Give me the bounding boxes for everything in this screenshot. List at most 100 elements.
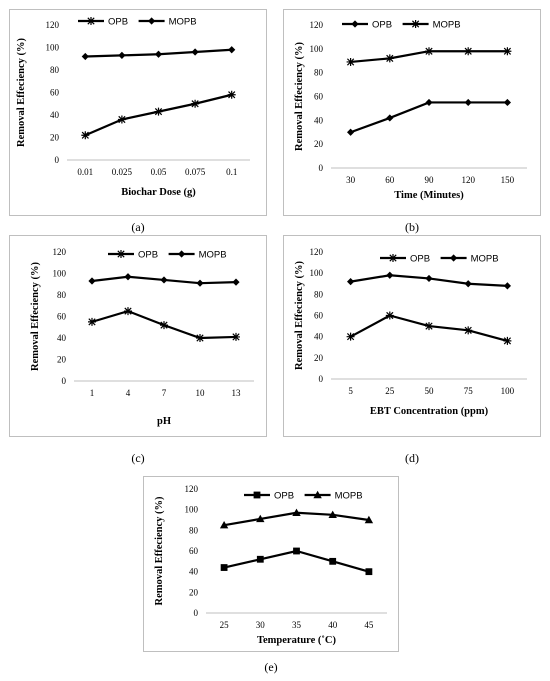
x-axis-label: Temperature (˚C) [257,635,337,646]
x-tick-label: 0.01 [77,167,93,177]
series-opb [347,98,511,136]
y-tick-label: 120 [310,20,324,30]
series-opb [346,311,512,345]
legend: OPB MOPB [342,20,461,31]
y-tick-label: 80 [314,68,324,78]
chart-e: 0 20 40 60 80 100 120 25 30 35 40 45 Temperature (˚C… [154,484,387,646]
legend-marker-mopb [450,254,458,262]
legend-marker-opb [253,491,261,499]
legend-label-mopb: MOPB [335,491,363,502]
data-point-mopb [464,280,472,288]
x-tick-label: 45 [364,620,374,630]
y-tick-label: 0 [55,155,60,165]
y-tick-label: 60 [189,546,199,556]
data-point-mopb [425,47,433,56]
data-point-mopb [219,520,229,529]
chart-panel-a: 0 20 40 60 80 100 120 0.01 0.025 0.05 0.075 0.1 Bioc… [9,9,267,216]
legend-label-mopb: MOPB [199,250,227,261]
y-tick-label: 100 [185,505,199,515]
y-tick-label: 120 [46,20,60,30]
y-axis-label: Removal Effeciency (%) [294,260,305,370]
x-tick-label: 90 [425,175,435,185]
x-tick-label: 0.05 [151,167,167,177]
legend-label-opb: OPB [410,254,430,265]
data-point-mopb [196,279,204,287]
x-tick-label: 150 [501,175,515,185]
data-point-mopb [81,52,89,61]
y-tick-label: 60 [314,92,324,102]
legend: OPB MOPB [78,17,197,28]
x-tick-label: 50 [425,386,435,396]
x-axis-label: EBT Concentration (ppm) [370,406,489,417]
data-point-opb [503,336,512,345]
x-tick-label: 10 [196,388,206,398]
y-axis-label: Removal Effeciency (%) [154,496,165,606]
y-tick-label: 40 [57,333,67,343]
x-tick-label: 4 [126,388,131,398]
data-point-mopb [328,510,337,519]
chart-panel-b: 0 20 40 60 80 100 120 30 60 90 120 150 Time (Minutes… [283,9,541,216]
x-tick-label: 35 [292,620,302,630]
y-tick-label: 120 [53,247,67,257]
data-point-mopb [191,48,199,56]
data-point-opb [154,107,163,116]
x-tick-label: 40 [328,620,338,630]
legend-label-mopb: MOPB [433,20,461,31]
chart-b: 0 20 40 60 80 100 120 30 60 90 120 150 Time (Minutes… [294,20,527,201]
caption-c: (c) [131,451,145,465]
data-point-opb [385,311,394,320]
data-point-opb [464,326,473,335]
data-point-mopb [154,50,163,58]
data-point-opb [425,322,433,331]
x-tick-label: 25 [385,386,395,396]
data-point-opb [220,564,228,571]
legend-label-opb: OPB [138,250,158,261]
x-axis-label: Biochar Dose (g) [121,187,196,198]
chart-a: 0 20 40 60 80 100 120 0.01 0.025 0.05 0.075 0.1 Bioc… [16,17,250,198]
data-point-mopb [385,54,394,63]
y-tick-label: 0 [62,376,67,386]
data-point-mopb [292,508,301,516]
legend-label-opb: OPB [108,17,128,28]
data-point-opb [293,547,300,555]
data-point-opb [256,555,264,563]
y-tick-label: 80 [314,289,324,299]
legend-label-opb: OPB [372,20,392,31]
legend: OPB MOPB [380,254,499,265]
series-opb [220,547,373,576]
y-tick-label: 0 [319,374,324,384]
y-tick-label: 20 [314,353,324,363]
y-axis-label: Removal Effeciency (%) [294,41,305,151]
legend: OPB MOPB [108,250,227,261]
x-tick-label: 0.1 [226,167,237,177]
x-tick-label: 60 [385,175,395,185]
data-point-mopb [88,277,96,285]
legend-marker-mopb [178,250,186,258]
x-tick-label: 13 [232,388,242,398]
x-tick-label: 120 [461,175,475,185]
y-tick-label: 0 [194,608,199,618]
y-tick-label: 60 [314,311,324,321]
caption-a: (a) [131,220,145,234]
x-tick-label: 7 [162,388,167,398]
legend-marker-opb [87,17,95,25]
chart-panel-e: 0 20 40 60 80 100 120 25 30 35 40 45 Temperature (˚C… [143,476,399,652]
legend: OPB MOPB [244,491,363,502]
data-point-mopb [256,514,265,523]
data-point-opb [503,98,511,107]
y-tick-label: 40 [50,110,60,120]
data-point-mopb [464,47,473,56]
x-tick-label: 0.075 [185,167,206,177]
y-tick-label: 60 [57,312,67,322]
legend-marker-opb [389,254,397,262]
data-point-opb [347,128,355,136]
y-tick-label: 20 [314,139,324,149]
legend-marker-opb [117,250,125,258]
y-axis-label: Removal Effeciency (%) [30,261,41,371]
series-opb [88,307,240,342]
data-point-opb [124,307,132,316]
y-tick-label: 40 [314,332,324,342]
series-mopb [81,46,236,61]
series-mopb [219,508,374,529]
legend-label-mopb: MOPB [471,254,499,265]
